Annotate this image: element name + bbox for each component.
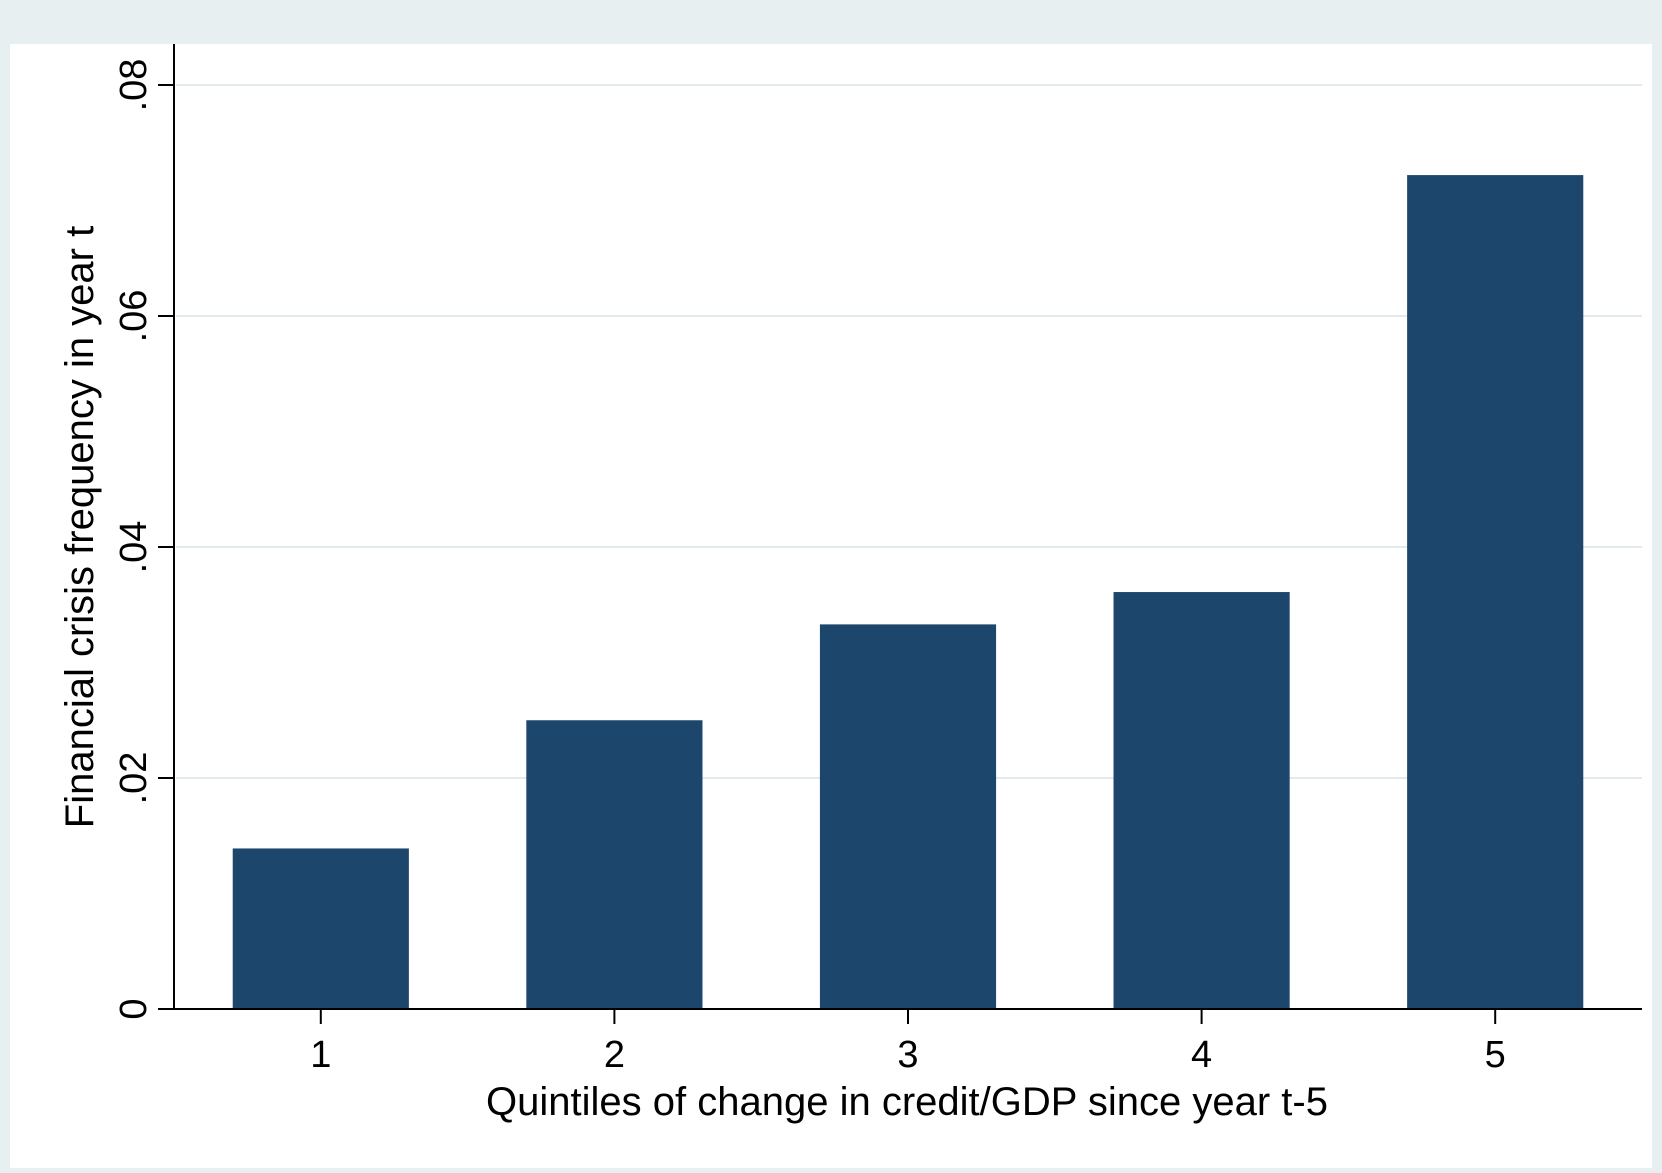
y-tick-label: .08 <box>113 59 155 112</box>
y-axis-ticks: 0 .02 .04 .06 .08 <box>113 59 174 1020</box>
bars <box>232 175 1584 1010</box>
y-tick-label: .02 <box>113 752 155 805</box>
bar-3 <box>819 624 997 1009</box>
bar-2 <box>526 720 703 1009</box>
y-tick-label: 0 <box>113 998 155 1019</box>
x-tick-label: 4 <box>1191 1034 1212 1076</box>
x-tick-label: 5 <box>1485 1034 1506 1076</box>
x-axis-ticks: 1 2 3 4 5 <box>310 1009 1506 1076</box>
y-axis-title: Financial crisis frequency in year t <box>58 226 102 828</box>
bar-5 <box>1407 175 1584 1010</box>
x-tick-label: 2 <box>604 1034 625 1076</box>
x-axis-title: Quintiles of change in credit/GDP since … <box>486 1080 1328 1124</box>
y-tick-label: .06 <box>113 290 155 343</box>
x-tick-label: 1 <box>310 1034 331 1076</box>
x-tick-label: 3 <box>897 1034 918 1076</box>
bar-4 <box>1113 592 1290 1009</box>
y-tick-label: .04 <box>113 521 155 574</box>
bar-1 <box>232 848 409 1009</box>
